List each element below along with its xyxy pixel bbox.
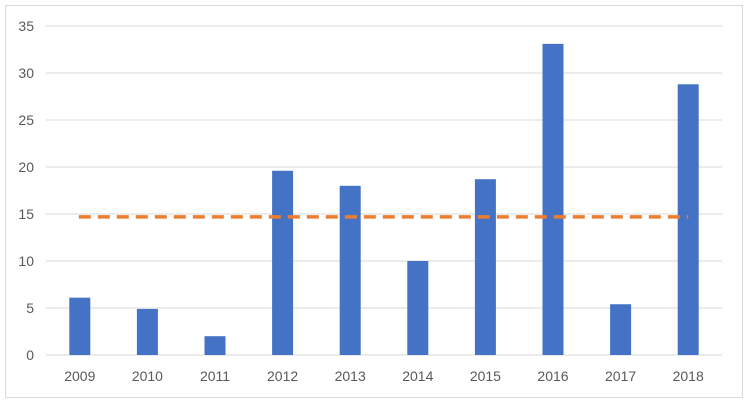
bar-2011 [204,336,226,355]
y-tick-label: 30 [18,65,34,81]
x-axis-tick-labels: 2009 2010 2011 2012 2013 2014 2015 2016 2017 2018 [64,368,704,384]
x-tick-label: 2013 [335,368,366,384]
bar-2010 [136,308,158,355]
y-tick-label: 20 [18,159,34,175]
bar-2014 [407,261,429,355]
gridlines [46,25,722,356]
y-tick-label: 35 [18,18,34,34]
x-tick-label: 2017 [605,368,636,384]
bar-2013 [339,185,361,355]
bar-2012 [272,170,294,355]
x-tick-label: 2018 [673,368,704,384]
y-tick-label: 0 [26,347,34,363]
y-tick-label: 25 [18,112,34,128]
y-tick-label: 5 [26,300,34,316]
x-tick-label: 2011 [200,368,230,384]
bar-2016 [542,43,564,356]
x-tick-label: 2016 [537,368,568,384]
x-tick-label: 2014 [402,368,433,384]
x-tick-label: 2012 [267,368,298,384]
bar-2015 [474,179,496,355]
bar-series [69,43,699,356]
x-tick-label: 2010 [132,368,163,384]
bar-2018 [677,84,699,355]
y-tick-label: 10 [18,253,34,269]
x-tick-label: 2009 [64,368,95,384]
bar-2009 [69,297,91,355]
bar-2017 [610,304,632,355]
y-tick-label: 15 [18,206,34,222]
y-axis-tick-labels: 0 5 10 15 20 25 30 35 [18,18,34,363]
x-tick-label: 2015 [470,368,501,384]
